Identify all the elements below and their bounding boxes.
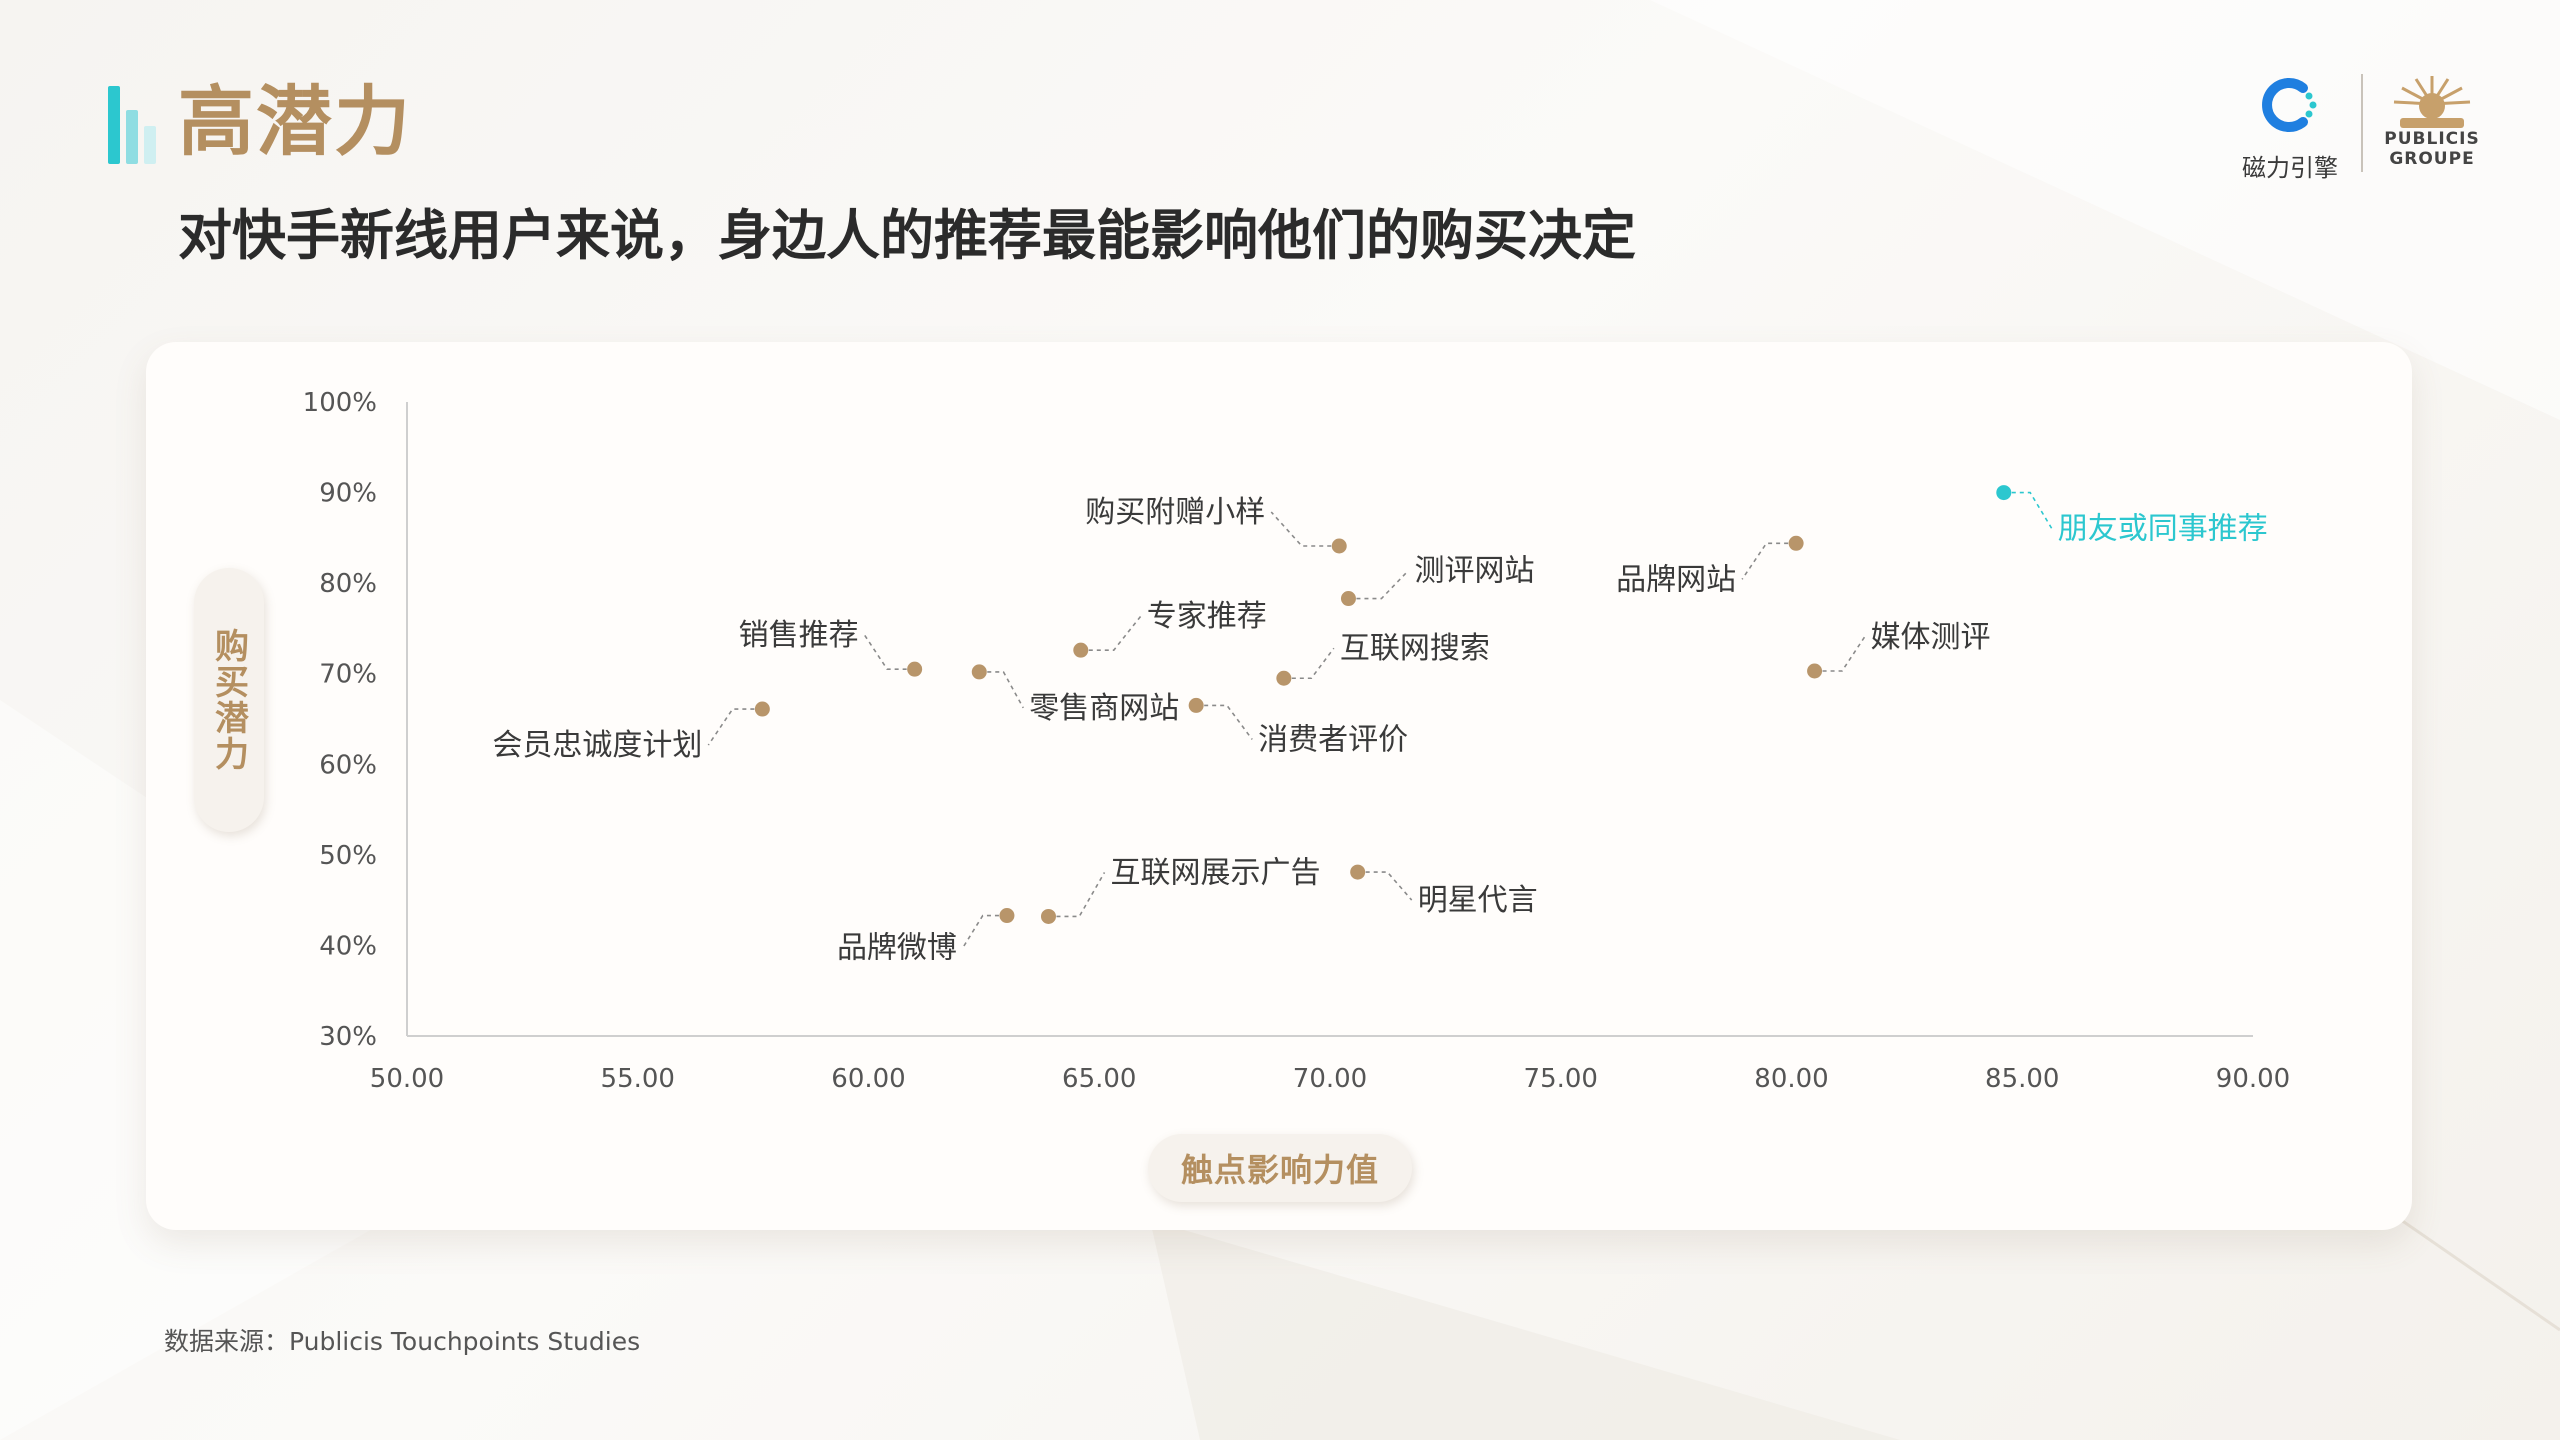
scatter-point	[1276, 670, 1292, 686]
scatter-point	[1340, 591, 1356, 607]
scatter-point	[999, 908, 1015, 924]
leader-line	[962, 914, 1007, 948]
publicis-logo: PUBLICIS GROUPE	[2376, 74, 2488, 174]
scatter-point	[1188, 697, 1204, 713]
leader-line	[1080, 615, 1142, 651]
leader-line	[707, 708, 763, 746]
publicis-logo-line1: PUBLICIS	[2384, 129, 2480, 149]
point-label: 品牌网站	[1616, 562, 1736, 597]
x-axis-title-text: 触点影响力值	[1180, 1151, 1379, 1189]
x-tick-label: 75.00	[1524, 1064, 1598, 1094]
point-label: 明星代言	[1418, 883, 1538, 918]
scatter-point	[1073, 642, 1089, 658]
y-tick-label: 80%	[319, 569, 377, 599]
x-tick-label: 90.00	[2216, 1064, 2290, 1094]
x-tick-label: 55.00	[601, 1064, 675, 1094]
scatter-point	[1331, 538, 1347, 554]
scatter-point	[754, 701, 770, 717]
y-axis-title: 购买潜力	[194, 568, 264, 832]
page-title: 高潜力	[178, 77, 412, 166]
x-tick-label: 65.00	[1062, 1064, 1136, 1094]
y-tick-label: 100%	[303, 388, 377, 418]
leader-line	[1741, 542, 1797, 580]
x-tick-label: 60.00	[831, 1064, 905, 1094]
leader-line	[1048, 872, 1106, 918]
point-label: 会员忠诚度计划	[492, 728, 702, 763]
y-tick-label: 70%	[319, 660, 377, 690]
leader-line	[1348, 569, 1410, 600]
x-tick-label: 85.00	[1985, 1064, 2059, 1094]
point-label: 互联网展示广告	[1110, 855, 1320, 890]
logo-divider	[2361, 74, 2363, 172]
title-bars-icon	[108, 84, 158, 164]
point-label: 测评网站	[1414, 554, 1534, 589]
point-label: 购买附赠小样	[1085, 495, 1265, 530]
leader-line	[1357, 871, 1413, 901]
scatter-point	[1807, 663, 1823, 679]
lion-icon	[2393, 76, 2471, 128]
point-label: 品牌微博	[837, 931, 957, 966]
y-tick-label: 60%	[319, 750, 377, 780]
scatter-point	[971, 664, 987, 680]
leader-line	[863, 634, 915, 670]
y-axis-title-text: 购买潜力	[208, 628, 249, 772]
point-label: 朋友或同事推荐	[2058, 512, 2268, 547]
x-tick-label: 80.00	[1754, 1064, 1828, 1094]
leader-line	[1196, 704, 1253, 740]
cili-logo-icon	[2262, 78, 2317, 132]
scatter-point	[1996, 485, 2012, 501]
leader-line	[2003, 491, 2053, 529]
leader-line	[1814, 636, 1866, 672]
cilijinqing-logo: 磁力引擎	[2230, 74, 2350, 182]
point-label: 零售商网站	[1029, 691, 1179, 726]
y-tick-label: 90%	[319, 479, 377, 509]
scatter-point	[1788, 535, 1804, 551]
scatter-point	[1350, 864, 1366, 880]
leader-line	[1270, 511, 1340, 547]
x-tick-label: 50.00	[370, 1064, 444, 1094]
chart-card	[146, 342, 2412, 1230]
point-label: 专家推荐	[1147, 599, 1267, 634]
leader-line	[979, 671, 1024, 709]
data-source-note: 数据来源：Publicis Touchpoints Studies	[164, 1327, 641, 1356]
x-tick-label: 70.00	[1293, 1064, 1367, 1094]
point-label: 互联网搜索	[1340, 631, 1490, 666]
point-label: 销售推荐	[739, 618, 859, 653]
point-label: 消费者评价	[1258, 722, 1408, 757]
y-tick-label: 40%	[319, 931, 377, 961]
x-axis-title: 触点影响力值	[1148, 1134, 1412, 1202]
y-tick-label: 30%	[319, 1022, 377, 1052]
scatter-point	[907, 661, 923, 677]
leader-line	[1283, 647, 1335, 680]
cili-logo-text: 磁力引擎	[2242, 154, 2338, 182]
y-tick-label: 50%	[319, 841, 377, 871]
point-label: 媒体测评	[1871, 620, 1991, 655]
scatter-point	[1040, 908, 1056, 924]
page-subtitle: 对快手新线用户来说，身边人的推荐最能影响他们的购买决定	[178, 204, 1636, 267]
publicis-logo-line2: GROUPE	[2389, 148, 2475, 169]
